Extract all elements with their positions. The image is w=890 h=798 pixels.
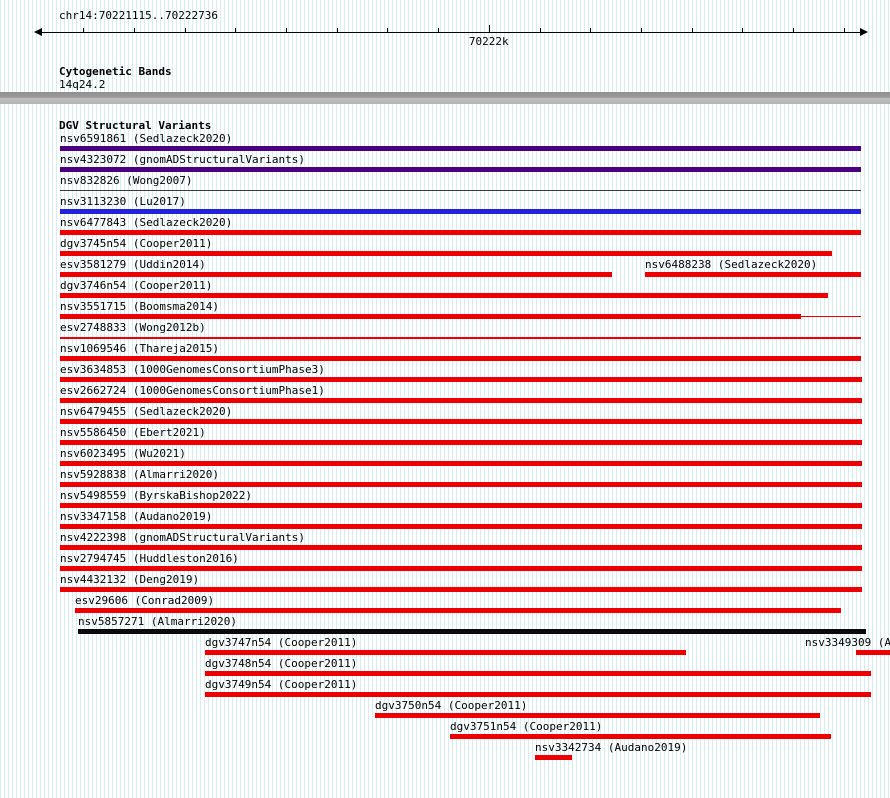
variant-label: nsv3349309 (Au xyxy=(805,636,890,649)
variant-bar[interactable] xyxy=(78,629,866,634)
variant-bar-tail xyxy=(801,316,861,317)
ruler-minor-tick xyxy=(640,28,642,32)
variant-label: nsv3113230 (Lu2017) xyxy=(60,195,186,208)
ruler-coordinate-label: 70222k xyxy=(468,35,509,48)
variant-label: nsv5928838 (Almarri2020) xyxy=(60,468,219,481)
ruler-minor-tick xyxy=(438,28,440,32)
ruler-minor-tick xyxy=(843,28,845,32)
dgv-track-heading: DGV Structural Variants xyxy=(59,119,212,132)
variant-bar[interactable] xyxy=(205,671,871,676)
variant-label: nsv4432132 (Deng2019) xyxy=(60,573,200,586)
region-coordinates-label: chr14:70221115..70222736 xyxy=(59,9,218,22)
variant-bar[interactable] xyxy=(60,524,862,529)
ruler-minor-tick xyxy=(336,28,338,32)
variant-label: dgv3745n54 (Cooper2011) xyxy=(60,237,213,250)
variant-label: dgv3747n54 (Cooper2011) xyxy=(205,636,358,649)
variant-bar[interactable] xyxy=(60,419,862,424)
variant-bar[interactable] xyxy=(60,482,862,487)
variant-label: nsv832826 (Wong2007) xyxy=(60,174,193,187)
variant-label: nsv6479455 (Sedlazeck2020) xyxy=(60,405,233,418)
variant-bar[interactable] xyxy=(60,337,861,339)
variant-bar[interactable] xyxy=(60,190,861,191)
variant-bar[interactable] xyxy=(60,272,612,277)
ruler-minor-tick xyxy=(83,28,85,32)
variant-bar[interactable] xyxy=(60,146,861,151)
variant-label: nsv5857271 (Almarri2020) xyxy=(78,615,237,628)
variant-label: dgv3751n54 (Cooper2011) xyxy=(450,720,603,733)
variant-bar[interactable] xyxy=(60,398,862,403)
variant-bar[interactable] xyxy=(60,356,861,361)
ruler-minor-tick xyxy=(387,28,389,32)
ruler-right-arrow-icon xyxy=(860,28,868,36)
ruler-minor-tick xyxy=(590,28,592,32)
variant-bar[interactable] xyxy=(856,650,890,655)
variant-bar[interactable] xyxy=(535,755,572,760)
variant-label: esv2662724 (1000GenomesConsortiumPhase1) xyxy=(60,384,325,397)
ruler-minor-tick xyxy=(742,28,744,32)
variant-bar[interactable] xyxy=(375,713,820,718)
variant-bar[interactable] xyxy=(60,314,801,319)
variant-label: nsv4323072 (gnomADStructuralVariants) xyxy=(60,153,306,166)
cytoband-bar[interactable] xyxy=(0,92,890,104)
variant-label: nsv3347158 (Audano2019) xyxy=(60,510,213,523)
variant-bar[interactable] xyxy=(60,587,862,592)
variant-label: esv3634853 (1000GenomesConsortiumPhase3) xyxy=(60,363,325,376)
variant-label: nsv5586450 (Ebert2021) xyxy=(60,426,206,439)
variant-bar[interactable] xyxy=(60,293,828,298)
ruler-minor-tick xyxy=(235,28,237,32)
variant-bar[interactable] xyxy=(60,230,861,235)
cytoband-heading: Cytogenetic Bands xyxy=(59,65,172,78)
variant-label: nsv4222398 (gnomADStructuralVariants) xyxy=(60,531,306,544)
variant-bar[interactable] xyxy=(60,440,862,445)
variant-label: esv3581279 (Uddin2014) xyxy=(60,258,206,271)
ruler-left-arrow-icon xyxy=(34,28,42,36)
variant-bar[interactable] xyxy=(205,650,686,655)
ruler-minor-tick xyxy=(539,28,541,32)
variant-bar[interactable] xyxy=(205,692,871,697)
variant-bar[interactable] xyxy=(60,377,862,382)
variant-bar[interactable] xyxy=(60,503,862,508)
cytoband-name: 14q24.2 xyxy=(59,78,106,91)
variant-label: nsv6591861 (Sedlazeck2020) xyxy=(60,132,233,145)
ruler-minor-tick xyxy=(691,28,693,32)
variant-bar[interactable] xyxy=(60,566,862,571)
ruler-minor-tick xyxy=(285,28,287,32)
variant-label: nsv6477843 (Sedlazeck2020) xyxy=(60,216,233,229)
variant-label: nsv1069546 (Thareja2015) xyxy=(60,342,219,355)
variant-label: dgv3749n54 (Cooper2011) xyxy=(205,678,358,691)
ruler-line xyxy=(40,32,862,33)
variant-bar[interactable] xyxy=(60,251,832,256)
variant-label: nsv3551715 (Boomsma2014) xyxy=(60,300,219,313)
variant-label: dgv3750n54 (Cooper2011) xyxy=(375,699,528,712)
variant-bar[interactable] xyxy=(75,608,841,613)
variant-bar[interactable] xyxy=(60,461,862,466)
variant-label: nsv5498559 (ByrskaBishop2022) xyxy=(60,489,253,502)
variant-label: nsv2794745 (Huddleston2016) xyxy=(60,552,239,565)
ruler-minor-tick xyxy=(133,28,135,32)
ruler-major-tick xyxy=(488,25,490,32)
variant-label: nsv6488238 (Sedlazeck2020) xyxy=(645,258,818,271)
variant-label: esv29606 (Conrad2009) xyxy=(75,594,215,607)
variant-label: esv2748833 (Wong2012b) xyxy=(60,321,206,334)
variant-label: dgv3748n54 (Cooper2011) xyxy=(205,657,358,670)
variant-label: nsv6023495 (Wu2021) xyxy=(60,447,186,460)
variant-bar[interactable] xyxy=(60,545,862,550)
variant-label: nsv3342734 (Audano2019) xyxy=(535,741,688,754)
variant-bar[interactable] xyxy=(645,272,861,277)
ruler-minor-tick xyxy=(793,28,794,32)
variant-bar[interactable] xyxy=(450,734,831,739)
ruler-minor-tick xyxy=(184,28,186,32)
variant-label: dgv3746n54 (Cooper2011) xyxy=(60,279,213,292)
variant-bar[interactable] xyxy=(60,209,861,214)
variant-bar[interactable] xyxy=(60,167,861,172)
